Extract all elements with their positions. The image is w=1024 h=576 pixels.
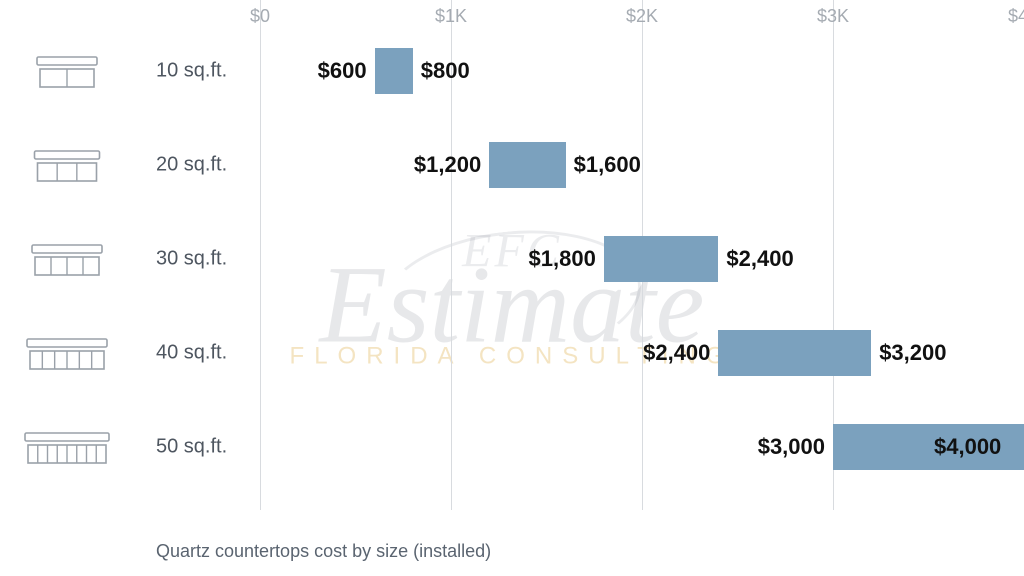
chart-row: 30 sq.ft. $1,800 $2,400 <box>0 224 1024 294</box>
high-value-label: $2,400 <box>726 246 793 272</box>
countertop-icon <box>24 141 110 189</box>
low-value-label: $3,000 <box>758 434 825 460</box>
range-bar <box>489 142 565 188</box>
countertop-icon <box>24 235 110 283</box>
high-value-label: $800 <box>421 58 470 84</box>
chart-row: 10 sq.ft. $600 $800 <box>0 36 1024 106</box>
countertop-icon <box>24 329 110 377</box>
high-value-label: $3,200 <box>879 340 946 366</box>
low-value-label: $2,400 <box>643 340 710 366</box>
chart-row: 40 sq.ft. $2,400 $3,200 <box>0 318 1024 388</box>
countertop-icon <box>24 423 110 471</box>
chart-row: 20 sq.ft. $1,200 $1,600 <box>0 130 1024 200</box>
size-label: 20 sq.ft. <box>156 154 227 177</box>
range-bar <box>604 236 719 282</box>
chart-caption: Quartz countertops cost by size (install… <box>156 541 491 562</box>
size-label: 10 sq.ft. <box>156 60 227 83</box>
range-bar <box>718 330 871 376</box>
x-tick-label: $0 <box>250 6 270 27</box>
range-bar-chart: $0 $1K $2K $3K $4K Quartz countertops cost b… <box>0 0 1024 576</box>
size-label: 50 sq.ft. <box>156 436 227 459</box>
low-value-label: $1,200 <box>414 152 481 178</box>
low-value-label: $600 <box>318 58 367 84</box>
size-label: 40 sq.ft. <box>156 342 227 365</box>
x-tick-label: $2K <box>626 6 658 27</box>
high-value-label: $1,600 <box>574 152 641 178</box>
chart-row: 50 sq.ft. $3,000 $4,000 <box>0 412 1024 482</box>
x-tick-label: $3K <box>817 6 849 27</box>
range-bar <box>375 48 413 94</box>
high-value-label: $4,000 <box>934 434 1001 460</box>
low-value-label: $1,800 <box>529 246 596 272</box>
size-label: 30 sq.ft. <box>156 248 227 271</box>
countertop-icon <box>24 47 110 95</box>
x-tick-label: $4K <box>1008 6 1024 27</box>
x-tick-label: $1K <box>435 6 467 27</box>
